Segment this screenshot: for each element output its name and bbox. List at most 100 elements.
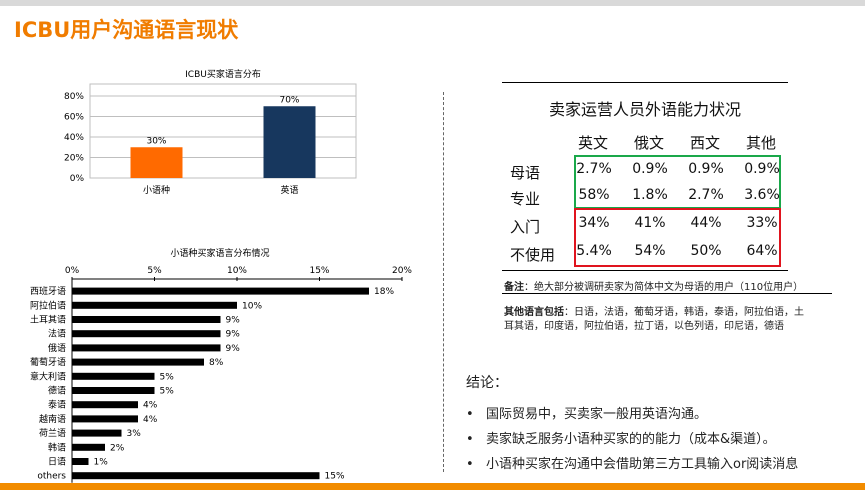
bar [72,316,221,323]
data-label: 10% [242,301,262,311]
y-tick-label: 0% [70,174,85,184]
x-tick-label: 10% [227,266,247,276]
bar [72,401,138,409]
bullet-text: 国际贸易中，买卖家一般用英语沟通。 [486,407,708,422]
x-tick-label: 小语种 [143,184,170,196]
y-tick-label: 80% [64,92,84,102]
data-label: 8% [209,358,224,368]
chart-title: 小语种买家语言分布情况 [170,247,269,259]
bar [72,344,221,352]
data-label: 5% [160,387,175,397]
y-tick-label: 20% [64,154,84,164]
conclusion-bullet: • 小语种买家在沟通中会借助第三方工具输入or阅读消息 [466,453,798,472]
col-header-other: 其他 [745,134,776,152]
y-tick-label: 60% [64,113,84,123]
data-label: 4% [143,415,158,425]
bottom-bar [0,483,865,490]
note-text: ：日语，法语，葡萄牙语，韩语，泰语，阿拉伯语，土 [564,307,804,318]
y-tick-label: 葡萄牙语 [30,356,66,368]
data-label: 18% [374,287,394,297]
table-cell: 41% [634,215,666,231]
bullet-icon: • [466,457,474,472]
table-cell: 44% [690,215,722,231]
y-tick-label: others [37,472,66,482]
y-tick-label: 韩语 [48,441,66,453]
row-label-professional: 专业 [510,190,541,208]
row-label-not-used: 不使用 [510,246,556,264]
y-tick-label: 荷兰语 [39,427,66,439]
data-label: 1% [94,458,109,468]
data-label: 30% [146,136,166,146]
bar [72,330,221,338]
data-label: 2% [110,443,125,453]
y-tick-label: 意大利语 [30,370,66,382]
y-tick-label: 日语 [48,457,66,468]
bullet-text: 小语种买家在沟通中会借助第三方工具输入or阅读消息 [486,457,799,472]
x-tick-label: 5% [147,266,162,276]
col-header-english: 英文 [577,134,608,152]
top-bar [0,0,865,6]
data-label: 4% [143,401,158,411]
table-cell: 2.7% [576,161,612,177]
data-label: 15% [325,472,345,482]
y-tick-label: 泰语 [48,399,66,411]
table-title: 卖家运营人员外语能力状况 [548,100,741,119]
y-tick-label: 德语 [48,385,66,397]
x-tick-label: 英语 [280,184,298,196]
bar [72,358,204,366]
table-cell: 0.9% [688,161,724,177]
buyer-language-chart: ICBU买家语言分布 0% 20% 40% 60% 80% 30% 小语种 70% 英语 [64,68,357,196]
data-label: 70% [279,95,299,105]
page-title: ICBU用户沟通语言现状 [14,18,239,42]
highlight-box-green [574,155,781,209]
bar [263,106,316,178]
note-label: 备注 [504,282,524,293]
data-label: 3% [127,429,142,439]
table-cell: 54% [634,243,666,259]
table-top-rule [502,82,788,83]
table-cell: 0.9% [744,161,780,177]
x-tick-label: 15% [309,266,329,276]
y-tick-label: 40% [64,133,84,143]
bar [72,458,89,465]
y-tick-label: 土耳其语 [30,314,66,326]
bullet-icon: • [466,407,474,422]
bar [72,287,369,295]
conclusion-heading: 结论： [466,375,508,391]
note-text: ：绝大部分被调研卖家为简体中文为母语的用户（110位用户） [524,282,804,293]
bullet-text: 卖家缺乏服务小语种买家的的能力（成本&渠道）。 [486,432,776,447]
y-tick-label: 越南语 [39,413,66,425]
row-label-beginner: 入门 [510,218,541,236]
data-label: 9% [226,344,241,354]
y-tick-label: 俄语 [48,342,66,354]
bar [72,443,105,451]
table-cell: 0.9% [632,161,668,177]
data-label: 9% [226,330,241,340]
bullet-icon: • [466,432,474,447]
bar [72,472,320,480]
table-cell: 50% [690,243,722,259]
plot-area [89,83,357,179]
chart-title: ICBU买家语言分布 [185,68,261,80]
y-tick-label: 法语 [48,328,66,340]
table-cell: 1.8% [632,187,668,203]
col-header-russian: 俄文 [633,134,664,152]
bar [72,301,237,309]
x-tick-label: 20% [392,266,412,276]
col-header-spanish: 西文 [689,134,720,152]
data-label: 5% [160,372,175,382]
y-tick-label: 阿拉伯语 [30,299,66,311]
y-tick-label: 西班牙语 [30,285,66,297]
table-cell: 64% [746,243,778,259]
table-cell: 34% [578,215,610,231]
table-cell: 5.4% [576,243,612,259]
bar [72,429,122,437]
bar [72,372,155,380]
note-label: 其他语言包括 [504,307,564,318]
table-bottom-rule [502,270,788,271]
x-tick-label: 0% [65,266,80,276]
table-cell: 3.6% [744,187,780,203]
bar [130,147,183,178]
bar [72,415,138,423]
notes-rule [502,293,832,294]
